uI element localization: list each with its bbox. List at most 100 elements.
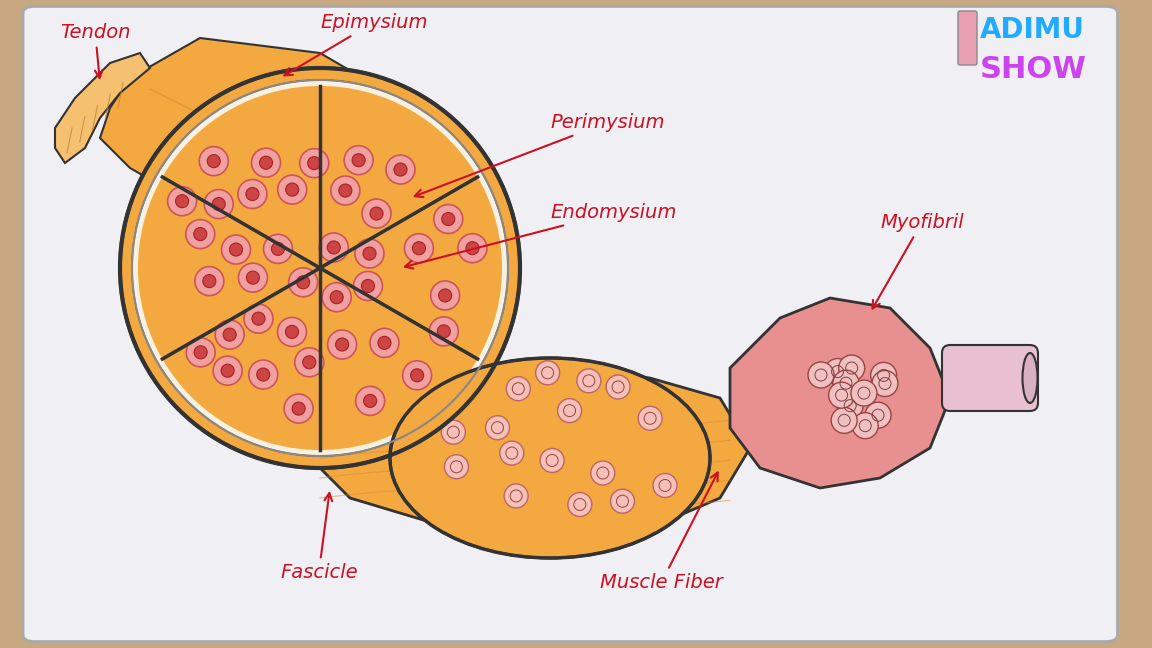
Circle shape — [485, 416, 509, 440]
Circle shape — [195, 266, 223, 295]
Circle shape — [252, 312, 265, 325]
Circle shape — [185, 220, 214, 249]
Circle shape — [195, 346, 207, 359]
Circle shape — [441, 213, 455, 226]
Circle shape — [825, 358, 850, 384]
Circle shape — [289, 268, 318, 297]
Text: Perimysium: Perimysium — [415, 113, 665, 197]
Circle shape — [568, 492, 592, 516]
Circle shape — [247, 271, 259, 284]
Circle shape — [445, 455, 469, 479]
Circle shape — [871, 362, 896, 388]
Circle shape — [223, 328, 236, 341]
Circle shape — [370, 329, 399, 358]
Circle shape — [264, 235, 293, 263]
Circle shape — [865, 402, 890, 428]
Circle shape — [606, 375, 630, 399]
Circle shape — [808, 362, 834, 388]
Text: Myofibril: Myofibril — [872, 213, 963, 308]
Circle shape — [838, 393, 863, 419]
Circle shape — [327, 241, 340, 254]
Circle shape — [591, 461, 615, 485]
Polygon shape — [100, 38, 400, 218]
Circle shape — [364, 395, 377, 408]
Circle shape — [286, 325, 298, 338]
Circle shape — [434, 205, 463, 233]
Circle shape — [611, 489, 635, 513]
Circle shape — [458, 234, 487, 262]
Circle shape — [412, 242, 425, 255]
Circle shape — [394, 163, 407, 176]
Circle shape — [238, 179, 267, 209]
Circle shape — [344, 146, 373, 175]
Circle shape — [378, 336, 391, 349]
Circle shape — [215, 320, 244, 349]
Circle shape — [852, 413, 878, 439]
Circle shape — [187, 338, 215, 367]
Circle shape — [353, 154, 365, 167]
Circle shape — [839, 355, 865, 381]
FancyBboxPatch shape — [958, 11, 977, 65]
Circle shape — [272, 242, 285, 255]
Text: Muscle Fiber: Muscle Fiber — [600, 472, 722, 592]
Circle shape — [431, 281, 460, 310]
Circle shape — [833, 370, 859, 396]
Circle shape — [203, 275, 215, 288]
Circle shape — [386, 155, 415, 184]
Circle shape — [500, 441, 524, 465]
Circle shape — [293, 402, 305, 415]
Circle shape — [370, 207, 384, 220]
Circle shape — [355, 239, 384, 268]
Circle shape — [536, 361, 560, 385]
Text: Tendon: Tendon — [60, 23, 130, 78]
Circle shape — [319, 233, 348, 262]
Text: Epimysium: Epimysium — [285, 13, 427, 75]
Circle shape — [441, 420, 465, 444]
Circle shape — [540, 448, 564, 472]
Circle shape — [410, 369, 424, 382]
Circle shape — [285, 394, 313, 423]
Circle shape — [828, 382, 855, 408]
Text: Endomysium: Endomysium — [406, 203, 676, 268]
Circle shape — [138, 86, 502, 450]
Ellipse shape — [1023, 353, 1038, 403]
Circle shape — [465, 242, 479, 255]
Circle shape — [295, 348, 324, 376]
Circle shape — [851, 380, 877, 406]
Circle shape — [120, 68, 520, 468]
Circle shape — [308, 157, 320, 170]
Circle shape — [300, 148, 328, 178]
Text: Fascicle: Fascicle — [280, 493, 357, 582]
Circle shape — [204, 190, 233, 218]
Circle shape — [244, 304, 273, 333]
Circle shape — [213, 356, 242, 385]
Polygon shape — [55, 53, 150, 163]
Circle shape — [278, 318, 306, 347]
Circle shape — [168, 187, 197, 216]
Circle shape — [354, 272, 382, 301]
Circle shape — [339, 184, 351, 197]
Circle shape — [363, 247, 376, 260]
Circle shape — [327, 330, 357, 359]
FancyBboxPatch shape — [23, 6, 1117, 642]
Circle shape — [245, 187, 259, 200]
Circle shape — [331, 176, 359, 205]
Circle shape — [296, 276, 310, 289]
Circle shape — [404, 234, 433, 262]
Circle shape — [331, 291, 343, 304]
Ellipse shape — [391, 358, 710, 558]
Polygon shape — [300, 368, 750, 538]
Circle shape — [653, 474, 677, 498]
Circle shape — [194, 227, 207, 240]
Circle shape — [638, 406, 662, 430]
Circle shape — [362, 199, 391, 228]
Circle shape — [212, 198, 226, 211]
Circle shape — [303, 356, 316, 369]
Circle shape — [335, 338, 349, 351]
Circle shape — [251, 148, 281, 177]
FancyBboxPatch shape — [942, 345, 1038, 411]
Circle shape — [362, 279, 374, 292]
Circle shape — [278, 175, 306, 204]
Circle shape — [257, 368, 270, 381]
Text: SHOW: SHOW — [980, 55, 1086, 84]
